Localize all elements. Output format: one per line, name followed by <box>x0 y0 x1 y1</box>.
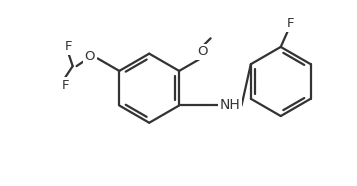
Text: O: O <box>85 50 95 63</box>
Text: F: F <box>287 17 294 30</box>
Text: F: F <box>61 79 69 92</box>
Text: F: F <box>65 40 72 53</box>
Text: O: O <box>198 45 208 58</box>
Text: NH: NH <box>220 98 240 113</box>
